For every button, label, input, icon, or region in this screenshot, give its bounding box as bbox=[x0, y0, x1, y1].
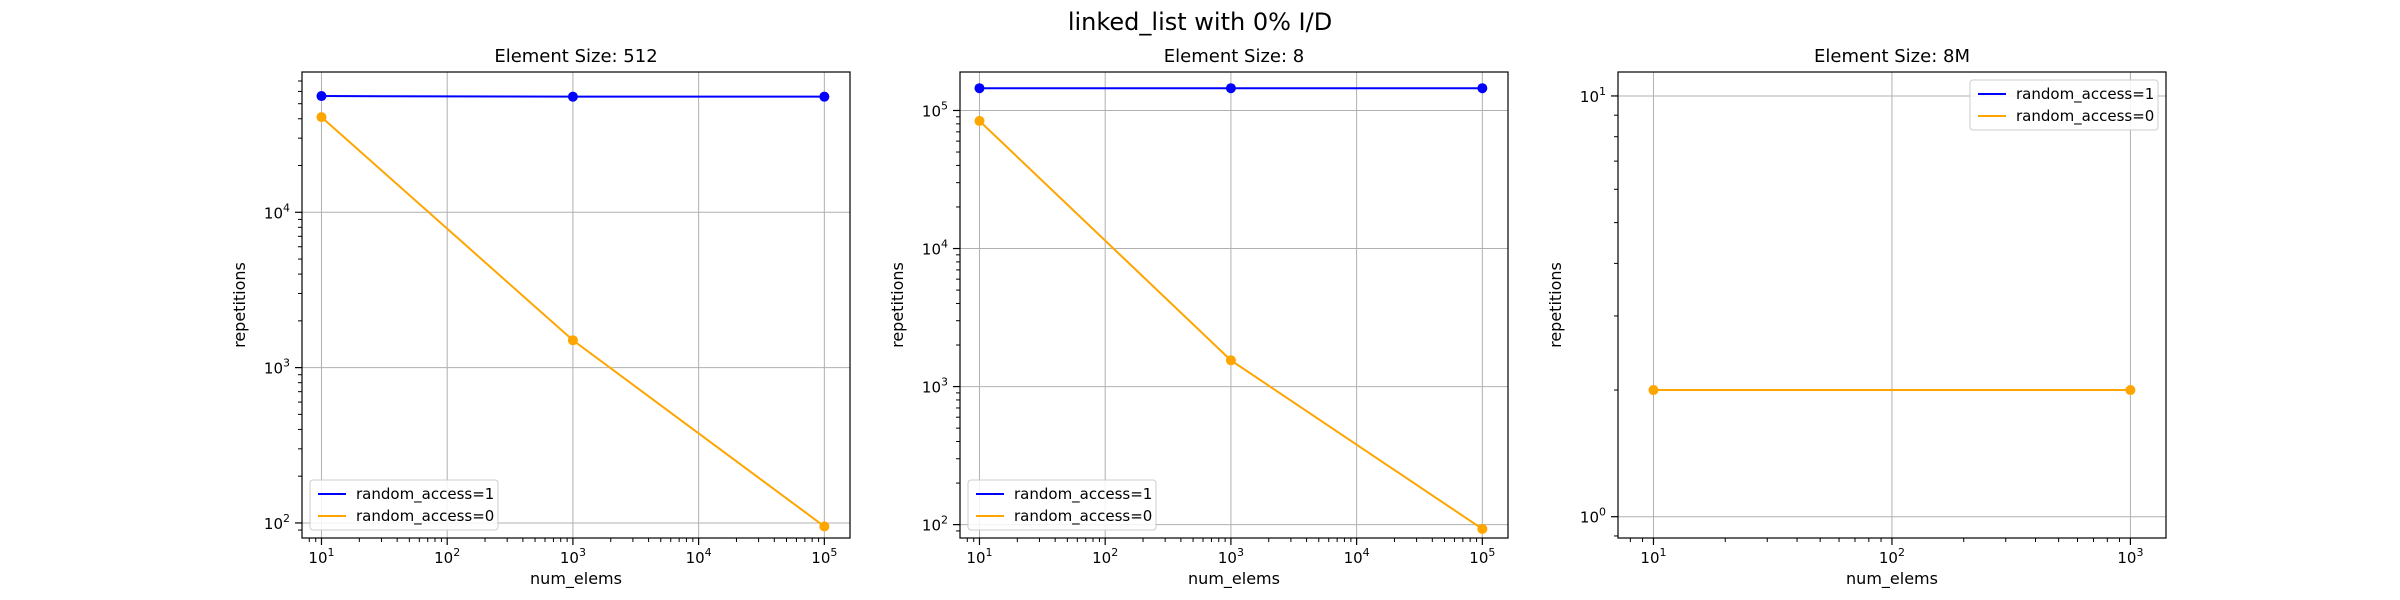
subplot-title: Element Size: 8M bbox=[1814, 46, 1970, 67]
x-tick-label: 103 bbox=[1218, 546, 1244, 567]
axes-frame bbox=[301, 71, 851, 539]
series-random_access=0 bbox=[1648, 385, 2136, 396]
y-tick-label: 100 bbox=[1580, 506, 1606, 527]
y-tick-label: 101 bbox=[1580, 85, 1606, 106]
subplots: 101 102 103 104 105 102 103 104 Element Size: 51… bbox=[230, 46, 2167, 589]
data-point bbox=[2125, 385, 2136, 396]
x-tick-label: 104 bbox=[686, 546, 712, 567]
x-axis-label: num_elems bbox=[530, 569, 622, 589]
legend-label: random_access=0 bbox=[356, 507, 494, 526]
data-point bbox=[819, 91, 830, 102]
series-random_access=0 bbox=[974, 115, 1488, 534]
x-tick-label: 101 bbox=[308, 546, 334, 567]
subplot-2: 101 102 103 104 105 102 103 104 105 Element Size:… bbox=[888, 46, 1509, 589]
data-point bbox=[1225, 355, 1236, 366]
subplot-3: 101 102 103 100 101 Element Size: 8M num_elems… bbox=[1546, 46, 2167, 589]
legend-label: random_access=1 bbox=[2016, 85, 2154, 104]
y-tick-label: 103 bbox=[922, 376, 948, 397]
x-tick-label: 103 bbox=[2117, 546, 2143, 567]
y-tick-label: 102 bbox=[264, 512, 290, 533]
x-tick-label: 104 bbox=[1344, 546, 1370, 567]
data-point bbox=[567, 91, 578, 102]
data-point bbox=[1477, 83, 1488, 94]
x-tick-label: 103 bbox=[560, 546, 586, 567]
data-point bbox=[1225, 83, 1236, 94]
axes-frame bbox=[1617, 71, 2167, 539]
y-tick-label: 105 bbox=[922, 99, 948, 120]
data-point bbox=[974, 83, 985, 94]
subplot-1: 101 102 103 104 105 102 103 104 Element Size: 51… bbox=[230, 46, 851, 589]
x-axis-label: num_elems bbox=[1188, 569, 1280, 589]
legend-label: random_access=1 bbox=[1014, 485, 1152, 504]
legend: random_access=1 random_access=0 bbox=[1969, 79, 2159, 131]
series-random_access=0 bbox=[316, 112, 830, 532]
data-point bbox=[1648, 385, 1659, 396]
data-point bbox=[316, 91, 327, 102]
data-point bbox=[974, 115, 985, 126]
x-tick-label: 101 bbox=[1640, 546, 1666, 567]
y-axis-label: repetitions bbox=[888, 262, 907, 348]
axes-frame bbox=[959, 71, 1509, 539]
legend-box bbox=[309, 479, 499, 531]
legend: random_access=1 random_access=0 bbox=[967, 479, 1157, 531]
x-tick-label: 102 bbox=[1879, 546, 1905, 567]
legend-label: random_access=0 bbox=[1014, 507, 1152, 526]
series-random_access=1 bbox=[974, 83, 1488, 94]
legend-label: random_access=1 bbox=[356, 485, 494, 504]
subplot-title: Element Size: 512 bbox=[494, 46, 657, 67]
legend-box bbox=[967, 479, 1157, 531]
y-tick-label: 104 bbox=[922, 238, 948, 259]
data-point bbox=[1477, 523, 1488, 534]
legend: random_access=1 random_access=0 bbox=[309, 479, 499, 531]
x-tick-label: 101 bbox=[966, 546, 992, 567]
x-tick-label: 105 bbox=[811, 546, 837, 567]
y-axis-label: repetitions bbox=[1546, 262, 1565, 348]
data-point bbox=[819, 521, 830, 532]
x-tick-label: 102 bbox=[1092, 546, 1118, 567]
data-point bbox=[316, 112, 327, 123]
y-axis-label: repetitions bbox=[230, 262, 249, 348]
x-tick-label: 105 bbox=[1469, 546, 1495, 567]
y-tick-label: 103 bbox=[264, 357, 290, 378]
data-point bbox=[567, 335, 578, 346]
legend-box bbox=[1969, 79, 2159, 131]
y-tick-label: 102 bbox=[922, 514, 948, 535]
legend-label: random_access=0 bbox=[2016, 107, 2154, 126]
subplot-title: Element Size: 8 bbox=[1164, 46, 1304, 67]
x-axis-label: num_elems bbox=[1846, 569, 1938, 589]
figure-title: linked_list with 0% I/D bbox=[1068, 8, 1332, 36]
x-tick-label: 102 bbox=[434, 546, 460, 567]
series-random_access=1 bbox=[316, 91, 830, 102]
y-tick-label: 104 bbox=[264, 201, 290, 222]
